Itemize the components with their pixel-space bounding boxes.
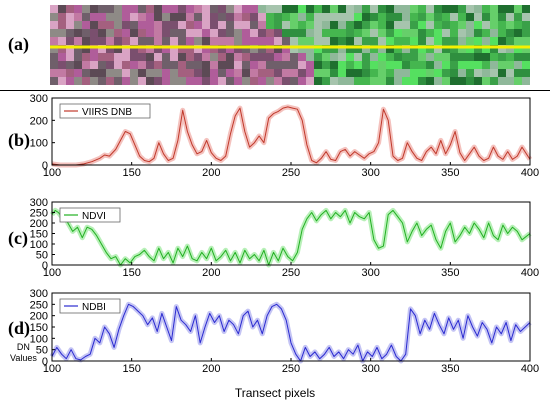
legend-label: NDBI (82, 302, 106, 313)
y-tick-label: 200 (30, 311, 48, 323)
satellite-image-canvas (50, 5, 530, 85)
series-glow (49, 301, 532, 364)
separator-line (0, 90, 550, 91)
chart-ndvi-svg: 100 150 200 250 300 350 400050100150200250300N… (30, 197, 540, 279)
x-tick-label: 200 (202, 167, 220, 179)
legend: NDBI (59, 298, 121, 314)
x-tick-label: 150 (122, 363, 140, 375)
x-tick-label: 400 (521, 363, 539, 375)
y-tick-label: 250 (30, 208, 48, 220)
x-tick-label: 250 (282, 167, 300, 179)
satellite-mosaic (50, 5, 530, 85)
panel-label-d: (d) (8, 318, 30, 338)
panel-label-b: (b) (8, 130, 30, 150)
legend-label: NDVI (82, 211, 106, 222)
x-tick-label: 300 (361, 363, 379, 375)
x-tick-label: 100 (43, 363, 61, 375)
chart-ndvi: 100 150 200 250 300 350 400 0 50 100 150 200 250 300 N… (0, 192, 550, 279)
x-tick-label: 350 (441, 363, 459, 375)
series-line (51, 209, 531, 266)
x-tick-label: 250 (282, 267, 300, 279)
y-axis-unit-line-1: DN (16, 342, 30, 352)
series-line (51, 303, 531, 362)
y-tick-label: 200 (30, 115, 48, 127)
x-tick-label: 400 (521, 267, 539, 279)
y-tick-label: 300 (30, 93, 48, 105)
y-axis-unit-label: DN Values (10, 342, 37, 364)
satellite-image (50, 5, 530, 85)
x-tick-label: 400 (521, 167, 539, 179)
y-tick-label: 150 (30, 229, 48, 241)
x-tick-label: 150 (122, 267, 140, 279)
x-tick-label: 250 (282, 363, 300, 375)
legend-label: VIIRS DNB (82, 107, 132, 118)
x-tick-label: 350 (441, 267, 459, 279)
chart-ndbi: 100 150 200 250 300 350 400 0 50 100 150 200 250 300 N… (0, 285, 550, 375)
y-tick-label: 0 (42, 356, 48, 368)
y-tick-label: 250 (30, 299, 48, 311)
y-tick-label: 0 (42, 260, 48, 272)
legend-box (59, 298, 121, 314)
x-tick-label: 300 (361, 267, 379, 279)
y-tick-label: 100 (30, 239, 48, 251)
x-tick-label: 200 (202, 363, 220, 375)
x-tick-label: 200 (202, 267, 220, 279)
x-tick-label: 100 (43, 267, 61, 279)
y-tick-label: 0 (42, 160, 48, 172)
y-tick-label: 100 (30, 138, 48, 150)
y-tick-label: 200 (30, 218, 48, 230)
x-tick-label: 300 (361, 167, 379, 179)
x-tick-label: 350 (441, 167, 459, 179)
y-tick-label: 150 (30, 322, 48, 334)
y-tick-label: 50 (36, 345, 48, 357)
y-tick-label: 50 (36, 250, 48, 262)
y-tick-label: 300 (30, 288, 48, 300)
x-axis-title: Transect pixels (234, 386, 316, 400)
chart-ndbi-svg: 100 150 200 250 300 350 400050100150200250300N… (30, 288, 540, 375)
x-tick-label: 150 (122, 167, 140, 179)
y-axis-unit-line-2: Values (10, 353, 37, 363)
chart-viirs-dnb: 100 150 200 250 300 350 400 0 100 200 300 VIIRS DNB (0, 92, 550, 179)
x-tick-label: 100 (43, 167, 61, 179)
legend-box (59, 207, 121, 223)
y-tick-label: 300 (30, 197, 48, 209)
y-tick-label: 100 (30, 333, 48, 345)
legend: VIIRS DNB (59, 103, 151, 119)
panel-label-c: (c) (8, 228, 28, 248)
series-line (51, 106, 531, 166)
legend-box (59, 103, 151, 119)
legend: NDVI (59, 207, 121, 223)
panel-label-a: (a) (8, 34, 29, 54)
